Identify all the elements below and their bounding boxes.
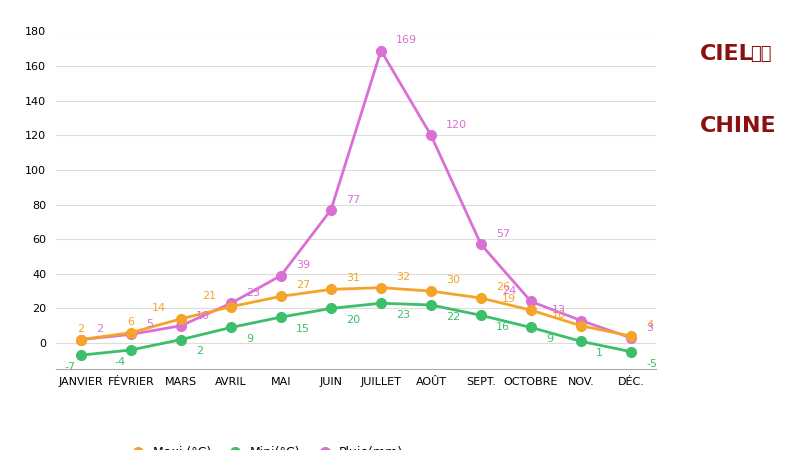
Legend: Maxi (°C), Mini(°C), Pluie(mm): Maxi (°C), Mini(°C), Pluie(mm): [124, 441, 408, 450]
Text: 中國: 中國: [750, 45, 772, 63]
Text: 10: 10: [552, 310, 566, 320]
Text: 23: 23: [246, 288, 260, 298]
Text: 39: 39: [296, 261, 310, 270]
Text: 57: 57: [496, 229, 510, 239]
Text: 15: 15: [296, 324, 310, 334]
Text: CHINE: CHINE: [700, 116, 777, 136]
Text: 10: 10: [196, 310, 210, 320]
Text: 4: 4: [646, 320, 653, 330]
Text: 13: 13: [552, 306, 566, 315]
Text: 2: 2: [196, 346, 203, 356]
Text: 21: 21: [202, 291, 216, 301]
Text: 3: 3: [646, 323, 653, 333]
Text: 23: 23: [396, 310, 410, 320]
Text: 22: 22: [446, 312, 460, 322]
Text: -7: -7: [65, 362, 76, 372]
Text: 14: 14: [152, 303, 166, 313]
Text: 27: 27: [296, 280, 310, 290]
Text: 24: 24: [502, 286, 516, 296]
Text: 2: 2: [78, 324, 85, 333]
Text: CIEL: CIEL: [700, 44, 754, 64]
Text: 20: 20: [346, 315, 360, 325]
Text: 5: 5: [146, 319, 153, 329]
Text: 32: 32: [396, 272, 410, 282]
Text: 2: 2: [96, 324, 103, 334]
Text: 19: 19: [502, 294, 516, 304]
Text: -4: -4: [115, 357, 126, 367]
Text: 120: 120: [446, 120, 467, 130]
Text: 169: 169: [396, 36, 417, 45]
Text: 9: 9: [546, 334, 553, 344]
Text: -5: -5: [646, 359, 657, 369]
Text: 26: 26: [496, 282, 510, 292]
Text: 16: 16: [496, 322, 510, 332]
Text: 9: 9: [246, 334, 253, 344]
Text: 6: 6: [127, 317, 134, 327]
Text: 30: 30: [446, 275, 460, 285]
Text: 31: 31: [346, 273, 360, 284]
Text: 1: 1: [596, 348, 603, 358]
Text: 77: 77: [346, 194, 360, 205]
